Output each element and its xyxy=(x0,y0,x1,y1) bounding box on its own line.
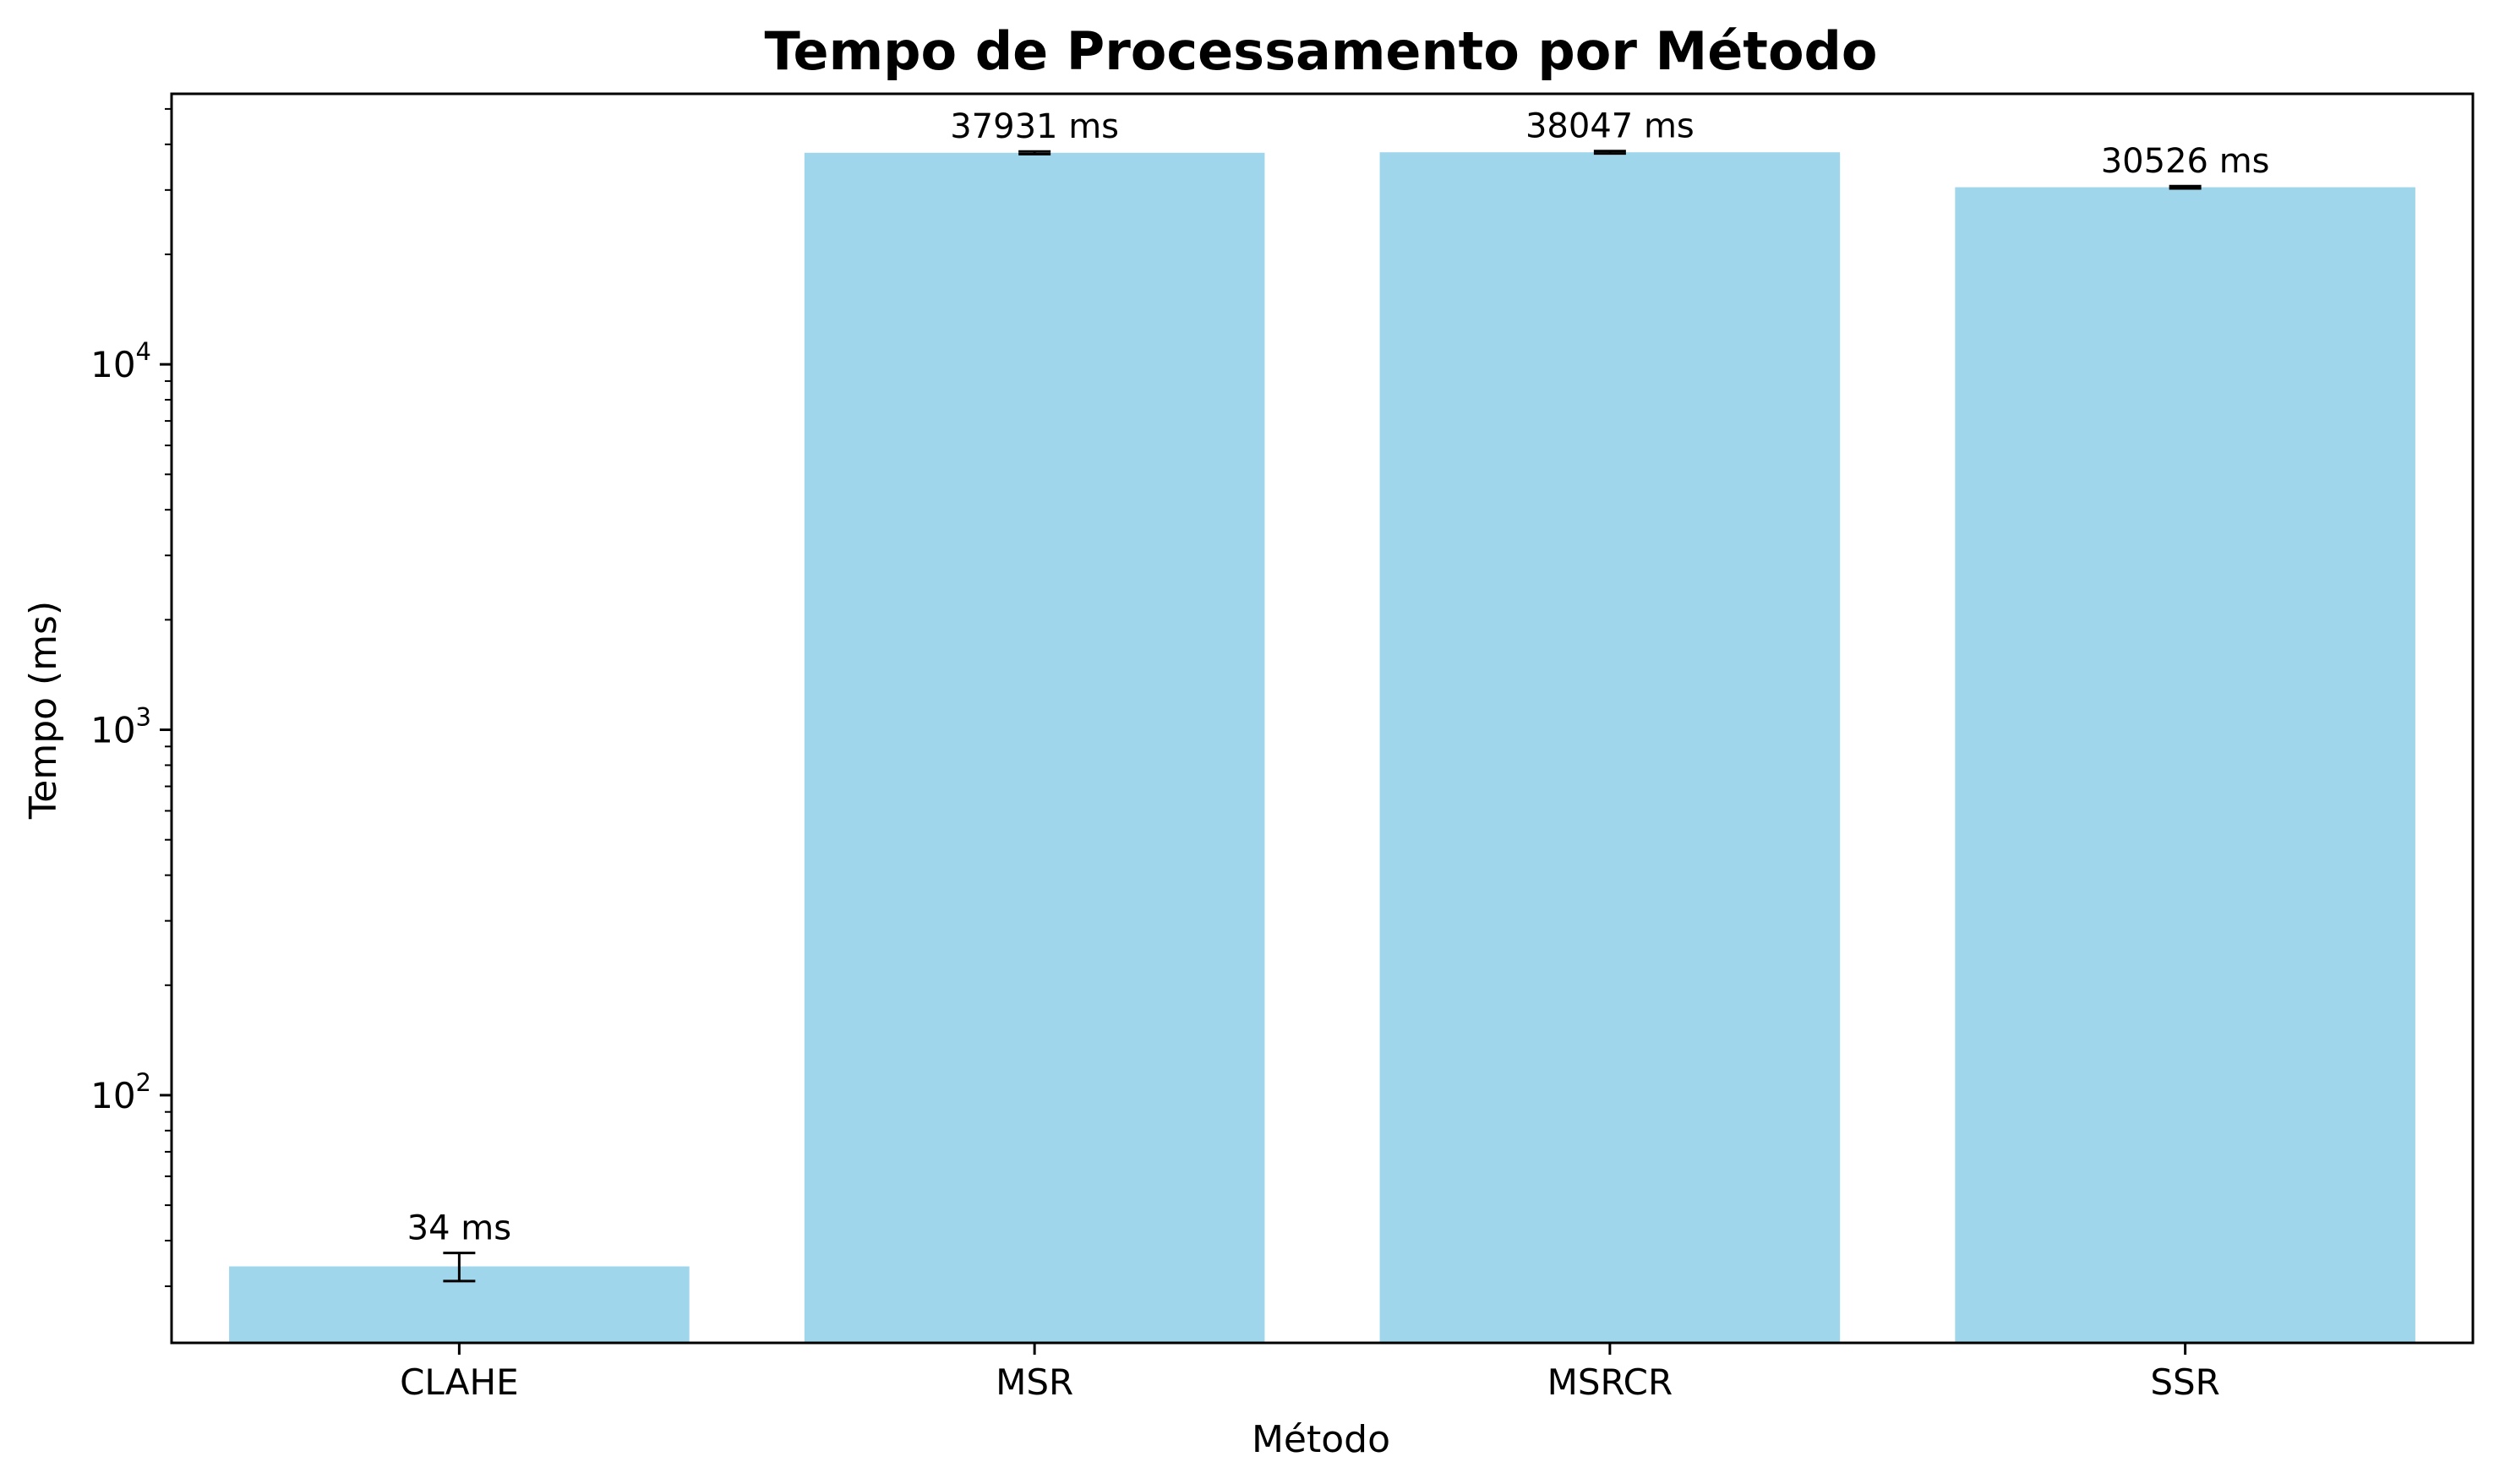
chart-title: Tempo de Processamento por Método xyxy=(764,20,1877,82)
error-bars-layer xyxy=(443,150,2202,1283)
bar-ssr xyxy=(1955,187,2415,1344)
y-tick-label: 102 xyxy=(90,1068,151,1116)
x-tick-label-msr: MSR xyxy=(996,1361,1073,1403)
y-axis-title: Tempo (ms) xyxy=(22,601,65,820)
bar-msr xyxy=(804,152,1265,1344)
data-label-msr: 37931 ms xyxy=(950,107,1119,146)
plot-area-frame xyxy=(170,92,2475,1345)
data-label-clahe: 34 ms xyxy=(407,1209,511,1248)
y-axis: 102 103 104 xyxy=(90,107,172,1288)
bar-msrcr xyxy=(1379,152,1841,1344)
y-tick-label: 104 xyxy=(90,337,151,385)
x-tick-label-clahe: CLAHE xyxy=(400,1361,519,1403)
data-label-ssr: 30526 ms xyxy=(2101,142,2270,181)
x-tick-label-ssr: SSR xyxy=(2150,1361,2220,1403)
x-axis: CLAHE MSR MSRCR SSR xyxy=(400,1343,2220,1403)
x-axis-title: Método xyxy=(1252,1418,1390,1461)
bars-layer xyxy=(229,152,2415,1344)
data-label-msrcr: 38047 ms xyxy=(1525,107,1695,146)
y-tick-label: 103 xyxy=(90,703,151,751)
x-tick-label-msrcr: MSRCR xyxy=(1547,1361,1673,1403)
data-labels-layer: 34 ms 37931 ms 38047 ms 30526 ms xyxy=(407,107,2270,1248)
